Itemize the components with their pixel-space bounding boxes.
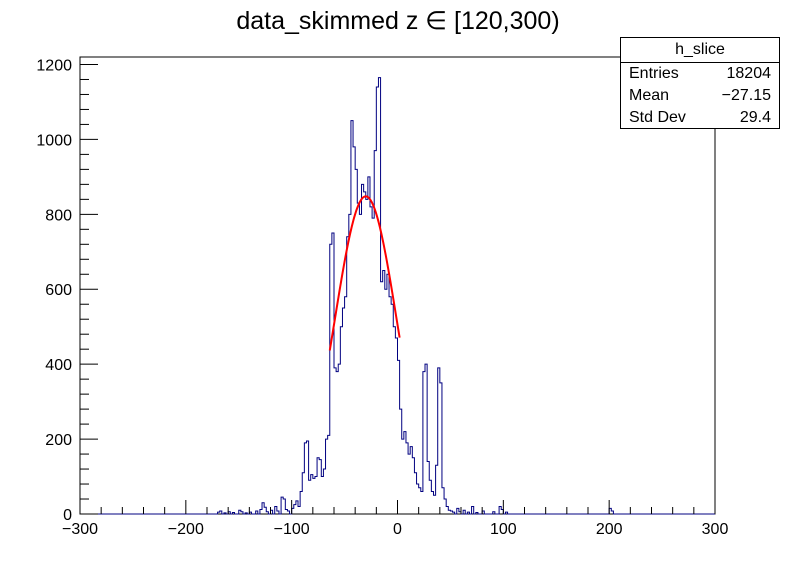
stats-label-stddev: Std Dev [629, 109, 686, 126]
x-tick-label: −100 [274, 521, 310, 538]
y-tick-label: 600 [45, 282, 72, 299]
stats-box: h_slice Entries 18204 Mean −27.15 Std De… [620, 37, 780, 129]
stats-row-mean: Mean −27.15 [621, 85, 779, 107]
histogram-series [80, 77, 715, 515]
x-tick-label: 200 [596, 521, 623, 538]
stats-value-mean: −27.15 [721, 87, 771, 104]
stats-label-mean: Mean [629, 87, 670, 104]
x-tick-label: 0 [393, 521, 402, 538]
fit-layer [328, 195, 401, 351]
stats-title: h_slice [621, 38, 779, 63]
x-tick-label: 100 [490, 521, 517, 538]
axis-layer: −300 −200 −100 0 100 200 300 0 200 400 600 800 1000 1… [36, 57, 728, 538]
x-tick-label: 300 [702, 521, 729, 538]
y-tick-label: 200 [45, 432, 72, 449]
stats-label-entries: Entries [629, 65, 679, 82]
stats-row-stddev: Std Dev 29.4 [621, 107, 779, 129]
stats-value-stddev: 29.4 [739, 109, 771, 126]
x-tick-label: −200 [168, 521, 204, 538]
x-tick-label: −300 [62, 521, 98, 538]
stats-row-entries: Entries 18204 [621, 63, 779, 85]
y-tick-label: 1000 [36, 132, 72, 149]
y-tick-label: 0 [63, 507, 72, 524]
gaussian-fit-curve [328, 195, 401, 351]
y-tick-label: 800 [45, 207, 72, 224]
y-tick-label: 1200 [36, 57, 72, 74]
chart-title: data_skimmed z ∈ [120,300) [236, 7, 560, 35]
stats-value-entries: 18204 [726, 65, 772, 82]
histogram-layer [80, 77, 715, 515]
y-tick-label: 400 [45, 357, 72, 374]
